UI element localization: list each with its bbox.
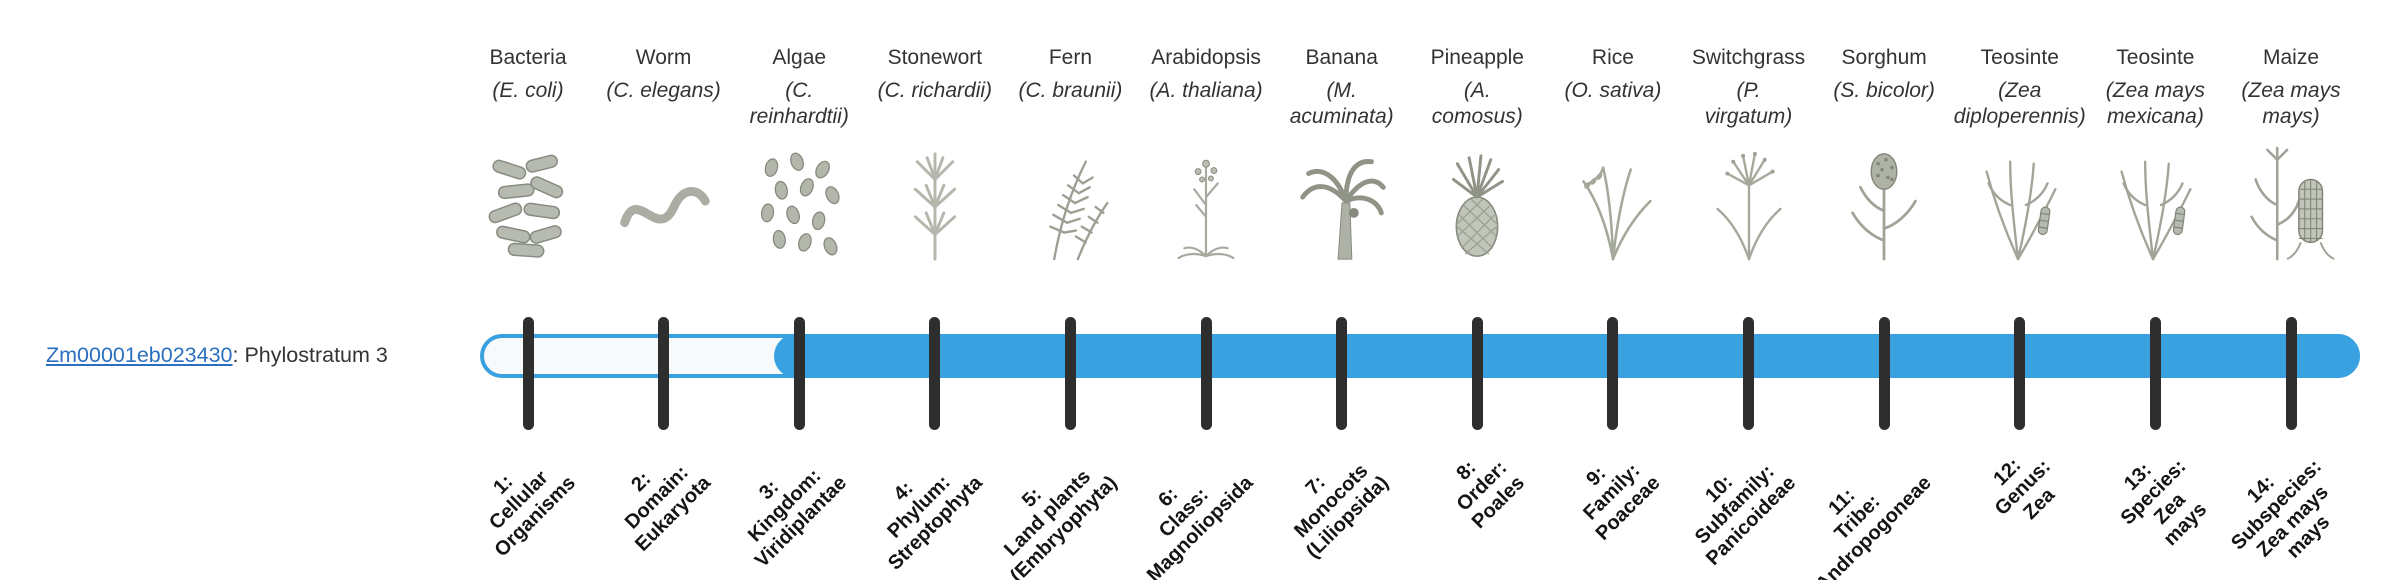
organism-scientific-name: (O. sativa) xyxy=(1564,79,1662,102)
organism-scientific-name: (C. elegans) xyxy=(606,79,721,102)
stratum-tick-mark xyxy=(2285,317,2297,430)
organism-name: Pineapple xyxy=(1430,46,1524,69)
organism-name: Worm xyxy=(635,46,692,69)
stratum-label: 7: Monocots (Liliopsida) xyxy=(1290,460,1393,563)
stratum-label: 1: Cellular Organisms xyxy=(484,466,580,562)
organism-scientific-name: (Zea mays mexicana) xyxy=(2105,79,2205,129)
phylostratum-bar-fill xyxy=(774,334,2360,378)
organism-scientific-name: (C. braunii) xyxy=(1018,79,1123,102)
stratum-label: 2: Domain: Eukaryota xyxy=(620,461,715,556)
organism-scientific-name: (S. bicolor) xyxy=(1833,79,1935,102)
stratum-label: 6: Class: Magnoliopsida xyxy=(1142,471,1258,580)
stratum-tick-mark xyxy=(1200,317,1212,430)
organism-scientific-name: (A. thaliana) xyxy=(1149,79,1263,102)
stratum-label: 4: Phylum: Streptophyta xyxy=(883,471,987,575)
organism-column: Teosinte (Zea mays mexicana) xyxy=(2065,46,2245,269)
stratum-label: 3: Kingdom: Viridiplantae xyxy=(743,465,851,572)
organism-column: Banana (M. acuminata) xyxy=(1252,46,1432,269)
organism-column: Rice (O. sativa) xyxy=(1523,46,1703,269)
stratum-tick-mark xyxy=(658,317,670,430)
stratum-tick-mark xyxy=(1471,317,1483,430)
organism-column: Worm (C. elegans) xyxy=(574,46,754,269)
organism-name: Teosinte xyxy=(2116,46,2195,69)
organism-column: Sorghum (S. bicolor) xyxy=(1794,46,1974,269)
stratum-tick-mark xyxy=(1743,317,1755,430)
stratum-label: 9: Family: Poaceae xyxy=(1579,459,1665,545)
stratum-tick-mark xyxy=(1878,317,1890,430)
organism-scientific-name: (C. richardii) xyxy=(877,79,993,102)
organism-name: Arabidopsis xyxy=(1151,46,1261,69)
stratum-tick-mark xyxy=(522,317,534,430)
organism-column: Fern (C. braunii) xyxy=(980,46,1160,269)
organism-name: Maize xyxy=(2262,46,2320,69)
organism-name: Rice xyxy=(1591,46,1634,69)
organism-name: Fern xyxy=(1048,46,1093,69)
stratum-tick-mark xyxy=(1064,317,1076,430)
organism-column: Switchgrass (P. virgatum) xyxy=(1659,46,1839,269)
gene-id-link[interactable]: Zm00001eb023430 xyxy=(46,343,233,367)
stratum-tick-mark xyxy=(1607,317,1619,430)
organism-name: Stonewort xyxy=(887,46,983,69)
organism-column: Teosinte (Zea diploperennis) xyxy=(1930,46,2110,269)
stratum-tick-mark xyxy=(793,317,805,430)
stratum-label: 10: Subfamily: Panicoideae xyxy=(1690,460,1800,570)
organism-name: Teosinte xyxy=(1980,46,2059,69)
gene-phylostratum-text: : Phylostratum 3 xyxy=(232,343,388,367)
organism-name: Bacteria xyxy=(489,46,567,69)
stratum-label: 11: Tribe: Andropogoneae xyxy=(1811,471,1936,580)
stratum-tick-mark xyxy=(2149,317,2161,430)
stratum-tick-mark xyxy=(1336,317,1348,430)
organism-column: Algae (C. reinhardtii) xyxy=(709,46,889,269)
gene-label: Zm00001eb023430: Phylostratum 3 xyxy=(46,343,388,368)
stratum-tick-mark xyxy=(929,317,941,430)
stratum-label: 5: Land plants (Embryophyta) xyxy=(1000,466,1122,580)
organism-column: Pineapple (A. comosus) xyxy=(1387,46,1567,269)
organism-scientific-name: (Zea diploperennis) xyxy=(1953,79,2086,129)
stratum-label: 13: Species: Zea mays xyxy=(2117,455,2212,551)
organism-name: Sorghum xyxy=(1841,46,1927,69)
organism-column: Bacteria (E. coli) xyxy=(438,46,618,269)
stratum-tick-mark xyxy=(2014,317,2026,430)
organism-name: Algae xyxy=(772,46,827,69)
organism-column: Arabidopsis (A. thaliana) xyxy=(1116,46,1296,269)
organism-scientific-name: (M. acuminata) xyxy=(1289,79,1394,129)
stratum-label: 14: Subspecies: Zea mays mays xyxy=(2227,455,2335,563)
organism-scientific-name: (Zea mays mays) xyxy=(2241,79,2341,129)
organism-scientific-name: (E. coli) xyxy=(492,79,564,102)
organism-name: Switchgrass xyxy=(1691,46,1806,69)
stratum-label: 8: Order: Poales xyxy=(1452,456,1529,533)
organism-scientific-name: (A. comosus) xyxy=(1431,79,1523,129)
organism-scientific-name: (C. reinhardtii) xyxy=(749,79,849,129)
organism-scientific-name: (P. virgatum) xyxy=(1704,79,1793,129)
organism-column: Stonewort (C. richardii) xyxy=(845,46,1025,269)
organism-column: Maize (Zea mays mays) xyxy=(2201,46,2381,269)
organism-name: Banana xyxy=(1305,46,1378,69)
stratum-label: 12: Genus: Zea xyxy=(1989,454,2059,524)
